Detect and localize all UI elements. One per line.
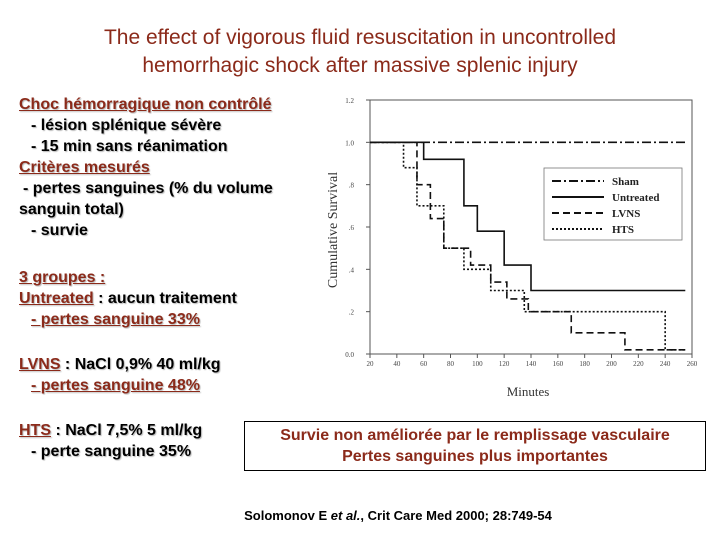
legend-box xyxy=(543,167,683,241)
model-heading: Choc hémorragique non contrôlé xyxy=(19,96,272,113)
x-tick-label: 260 xyxy=(687,360,698,368)
legend-label-hts: HTS xyxy=(612,224,634,236)
groups-description: 3 groupes : Untreated : aucun traitement… xyxy=(19,267,319,330)
y-tick-label: 0.0 xyxy=(345,351,354,359)
lvns-loss: - pertes sanguine 48% xyxy=(31,377,200,394)
study-description: Choc hémorragique non contrôlé - lésion … xyxy=(19,94,319,241)
x-axis-label: Minutes xyxy=(507,384,550,399)
y-tick-label: .4 xyxy=(349,266,355,274)
y-tick-label: 1.2 xyxy=(345,97,354,105)
conclusion-line-1: Survie non améliorée par le remplissage … xyxy=(280,427,670,444)
reference: Solomonov E et al., Crit Care Med 2000; … xyxy=(228,508,568,523)
x-tick-label: 140 xyxy=(526,360,537,368)
y-axis-label: Cumulative Survival xyxy=(328,172,341,288)
x-tick-label: 180 xyxy=(579,360,590,368)
conclusion-line-2: Pertes sanguines plus importantes xyxy=(342,448,608,465)
reference-citation: , Crit Care Med 2000; 28:749-54 xyxy=(360,508,552,523)
criteria-item-1: - pertes sanguines (% du volume xyxy=(23,180,273,197)
untreated-loss: - pertes sanguine 33% xyxy=(31,311,200,328)
criteria-item-2: - survie xyxy=(31,222,88,239)
legend-label-sham: Sham xyxy=(612,176,639,188)
series-lvns xyxy=(370,141,686,351)
hts-loss: - perte sanguine 35% xyxy=(31,443,192,460)
groups-heading: 3 groupes : xyxy=(19,269,106,286)
title-line-1: The effect of vigorous fluid resuscitati… xyxy=(103,26,617,49)
x-axis-ticks: 20 40 60 80 100 120 140 160 180 200 220 240 260 xyxy=(367,354,698,368)
y-tick-label: .2 xyxy=(349,309,355,317)
x-tick-label: 220 xyxy=(633,360,644,368)
series-hts xyxy=(370,141,686,351)
criteria-item-1b: sanguin total) xyxy=(19,201,124,218)
y-tick-label: 1.0 xyxy=(345,139,354,147)
conclusion-box: Survie non améliorée par le remplissage … xyxy=(244,421,706,471)
legend-label-untreated: Untreated xyxy=(612,192,659,204)
survival-curves xyxy=(370,141,686,351)
x-tick-label: 200 xyxy=(606,360,617,368)
model-item-2: - 15 min sans réanimation xyxy=(31,138,228,155)
model-item-1: - lésion splénique sévère xyxy=(31,117,222,134)
lvns-desc: : NaCl 0,9% 40 ml/kg xyxy=(60,356,221,373)
hts-desc: : NaCl 7,5% 5 ml/kg xyxy=(51,422,203,439)
reference-etal: et al. xyxy=(330,508,361,523)
x-tick-label: 120 xyxy=(499,360,510,368)
y-axis-ticks: 0.0 .2 .4 .6 .8 1.0 1.2 xyxy=(345,97,370,359)
group-untreated: Untreated : aucun traitement xyxy=(19,288,319,309)
untreated-desc: : aucun traitement xyxy=(93,290,237,307)
criteria-heading: Critères mesurés xyxy=(19,159,150,176)
chart-legend: Sham Untreated LVNS HTS xyxy=(543,167,683,241)
x-tick-label: 60 xyxy=(420,360,428,368)
survival-chart: 0.0 .2 .4 .6 .8 1.0 1.2 20 40 60 80 100 120 140 160 18… xyxy=(328,97,698,399)
group-lvns: LVNS : NaCl 0,9% 40 ml/kg xyxy=(19,354,319,375)
x-tick-label: 240 xyxy=(660,360,671,368)
x-tick-label: 20 xyxy=(367,360,375,368)
untreated-name: Untreated xyxy=(19,290,94,307)
x-tick-label: 80 xyxy=(447,360,455,368)
lvns-name: LVNS xyxy=(19,356,61,373)
x-tick-label: 160 xyxy=(553,360,564,368)
y-tick-label: .8 xyxy=(349,182,355,190)
group-lvns-block: LVNS : NaCl 0,9% 40 ml/kg - pertes sangu… xyxy=(19,354,319,396)
group-hts-block: HTS : NaCl 7,5% 5 ml/kg - perte sanguine… xyxy=(19,420,249,462)
legend-label-lvns: LVNS xyxy=(612,208,640,220)
series-untreated xyxy=(370,141,686,292)
x-tick-label: 100 xyxy=(472,360,483,368)
group-hts: HTS : NaCl 7,5% 5 ml/kg xyxy=(19,420,249,441)
x-tick-label: 40 xyxy=(393,360,401,368)
title-line-2: hemorrhagic shock after massive splenic … xyxy=(142,54,578,77)
slide-title: The effect of vigorous fluid resuscitati… xyxy=(0,24,720,80)
reference-authors: Solomonov E xyxy=(244,508,331,523)
hts-name: HTS xyxy=(19,422,51,439)
y-tick-label: .6 xyxy=(349,224,355,232)
